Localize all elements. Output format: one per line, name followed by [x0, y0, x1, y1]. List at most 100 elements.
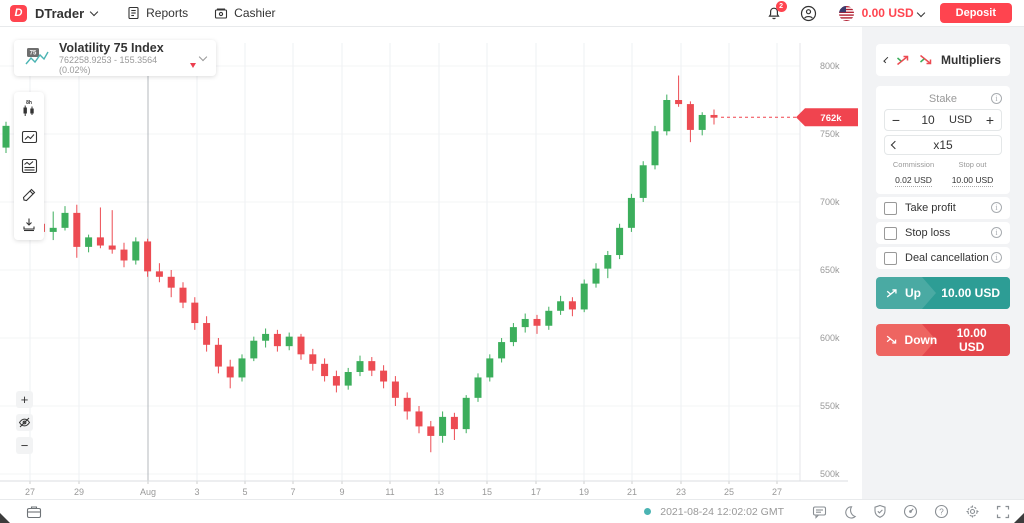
up-label: Up	[905, 286, 921, 300]
svg-text:762k: 762k	[820, 113, 842, 124]
svg-text:700k: 700k	[820, 197, 840, 207]
multiplier-selector[interactable]: x15	[884, 135, 1002, 155]
stop-loss-row[interactable]: Stop loss	[876, 222, 1010, 244]
take-profit-checkbox[interactable]	[884, 201, 897, 215]
indicators-button[interactable]	[18, 155, 40, 177]
svg-text:13: 13	[434, 487, 444, 497]
header-right: 2	[766, 0, 1024, 23]
security-button[interactable]	[873, 504, 887, 519]
down-arrow-icon	[886, 335, 897, 344]
hide-crosshair-button[interactable]	[16, 414, 33, 431]
info-icon[interactable]	[991, 93, 1002, 104]
settings-button[interactable]	[965, 504, 980, 519]
account-button[interactable]	[800, 5, 817, 22]
reports-icon	[127, 6, 140, 20]
svg-text:27: 27	[772, 487, 782, 497]
info-icon[interactable]	[991, 252, 1002, 263]
stake-input[interactable]: 10	[921, 113, 935, 127]
svg-text:15: 15	[482, 487, 492, 497]
svg-text:9: 9	[339, 487, 344, 497]
fees-row: Commission 0.02 USD Stop out 10.00 USD	[884, 160, 1002, 188]
svg-text:29: 29	[74, 487, 84, 497]
gear-icon	[966, 505, 979, 518]
stake-label: Stake	[928, 93, 958, 105]
briefcase-icon	[26, 505, 42, 518]
trade-type-selector[interactable]: Multipliers	[876, 44, 1010, 76]
fullscreen-button[interactable]	[996, 505, 1010, 519]
performance-button[interactable]	[903, 504, 918, 519]
commission-value: 0.02 USD	[895, 175, 932, 187]
positions-drawer-button[interactable]	[26, 505, 42, 519]
stake-increment-button[interactable]: +	[979, 110, 1001, 130]
commission: Commission 0.02 USD	[884, 160, 943, 188]
nav-item-cashier[interactable]: Cashier	[214, 6, 276, 20]
deal-cancellation-checkbox[interactable]	[884, 251, 897, 265]
take-profit-row[interactable]: Take profit	[876, 197, 1010, 219]
svg-text:800k: 800k	[820, 61, 840, 71]
svg-text:11: 11	[385, 487, 394, 497]
notification-badge: 2	[775, 0, 787, 12]
symbol-selector[interactable]: 75 Volatility 75 Index 762258.9253 - 155…	[14, 40, 216, 76]
chevron-down-icon[interactable]	[916, 8, 925, 18]
info-icon[interactable]	[991, 202, 1002, 213]
chart-canvas[interactable]: 800k 750k 700k 650k 600k 550k 500k 27 29 Aug 3 5 7 9 1…	[0, 27, 862, 499]
stop-out-value: 10.00 USD	[951, 175, 994, 187]
draw-tools-button[interactable]	[18, 184, 40, 206]
feedback-button[interactable]	[812, 505, 827, 519]
multiplier-value: x15	[933, 138, 953, 152]
svg-text:3: 3	[194, 487, 199, 497]
header-nav: Reports Cashier	[127, 6, 276, 20]
zoom-out-button[interactable]	[16, 437, 33, 454]
footer-icons: ?	[812, 504, 1010, 519]
svg-text:17: 17	[531, 487, 541, 497]
svg-text:7: 7	[290, 487, 295, 497]
corner-artifact	[1014, 513, 1024, 523]
deposit-button[interactable]: Deposit	[939, 3, 1012, 23]
trade-panel: Multipliers Stake − 10 USD + x15 Commiss…	[862, 27, 1024, 499]
symbol-quote: 762258.9253 - 155.3564 (0.02%)	[59, 55, 196, 75]
deal-cancellation-label: Deal cancellation	[905, 252, 989, 264]
volatility-75-icon: 75	[24, 46, 50, 70]
stake-card: Stake − 10 USD + x15 Commission 0.02 USD…	[876, 86, 1010, 194]
account-balance: 0.00 USD	[861, 6, 914, 20]
chart-toolbar: 8h	[14, 92, 44, 240]
commission-label: Commission	[892, 160, 935, 169]
quote-value: 762258.9253 - 155.3564 (0.02%)	[59, 55, 158, 75]
up-amount: 10.00 USD	[941, 286, 1000, 300]
svg-text:750k: 750k	[820, 129, 840, 139]
svg-text:23: 23	[676, 487, 686, 497]
zoom-controls	[16, 391, 33, 454]
zoom-in-button[interactable]	[16, 391, 33, 408]
interval-button[interactable]: 8h	[18, 97, 40, 119]
help-icon: ?	[934, 504, 949, 519]
stop-out-label: Stop out	[958, 160, 987, 169]
buy-down-button[interactable]: Down 10.00 USD	[876, 324, 1010, 356]
bottom-bar: 2021-08-24 12:02:02 GMT	[0, 499, 1024, 523]
deriv-logo-icon[interactable]: D	[10, 4, 27, 22]
svg-text:600k: 600k	[820, 333, 840, 343]
symbol-texts: Volatility 75 Index 762258.9253 - 155.35…	[59, 41, 196, 75]
shield-check-icon	[874, 504, 886, 518]
moon-icon	[845, 505, 857, 519]
svg-text:Aug: Aug	[140, 487, 156, 497]
help-button[interactable]: ?	[934, 504, 949, 519]
chart-type-button[interactable]	[18, 126, 40, 148]
chevron-down-icon	[89, 7, 99, 16]
chevron-left-icon	[890, 140, 900, 150]
notifications-button[interactable]: 2	[766, 0, 787, 22]
network-status-icon	[644, 508, 652, 515]
down-amount: 10.00 USD	[956, 326, 987, 354]
stop-loss-checkbox[interactable]	[884, 226, 897, 240]
buy-up-button[interactable]: Up 10.00 USD	[876, 277, 1010, 309]
theme-toggle-button[interactable]	[843, 505, 857, 519]
stake-decrement-button[interactable]: −	[885, 110, 907, 130]
info-icon[interactable]	[991, 227, 1002, 238]
platform-switcher[interactable]: DTrader	[35, 6, 99, 21]
nav-item-reports[interactable]: Reports	[127, 6, 188, 20]
gauge-icon	[903, 504, 918, 519]
stop-out: Stop out 10.00 USD	[943, 160, 1002, 188]
deal-cancellation-row[interactable]: Deal cancellation	[876, 247, 1010, 269]
price-down-icon	[190, 62, 196, 68]
download-button[interactable]	[18, 213, 40, 235]
